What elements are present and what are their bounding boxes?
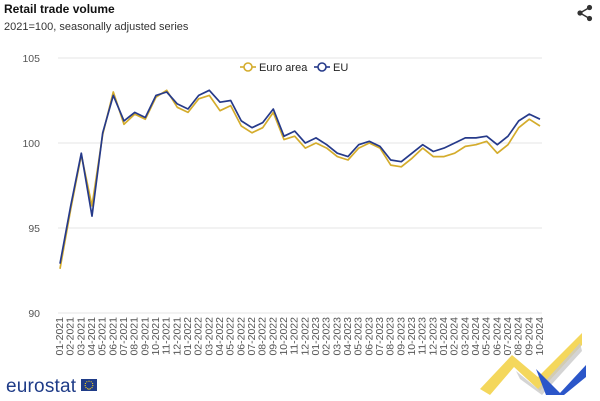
x-tick-label: 01-2022 bbox=[182, 317, 194, 356]
chart-subtitle: 2021=100, seasonally adjusted series bbox=[4, 21, 189, 33]
x-tick-label: 12-2021 bbox=[171, 317, 183, 356]
x-tick-label: 12-2022 bbox=[299, 317, 311, 356]
x-tick-label: 10-2022 bbox=[278, 317, 290, 356]
legend-label[interactable]: EU bbox=[333, 62, 348, 74]
x-tick-label: 09-2022 bbox=[267, 317, 279, 356]
x-tick-label: 03-2021 bbox=[75, 317, 87, 356]
x-tick-label: 04-2023 bbox=[342, 317, 354, 356]
series-lines bbox=[59, 89, 541, 269]
x-tick-label: 05-2022 bbox=[225, 317, 237, 356]
x-axis: 01-202102-202103-202104-202105-202106-20… bbox=[54, 317, 546, 356]
x-tick-label: 02-2021 bbox=[65, 317, 77, 356]
x-tick-label: 06-2024 bbox=[491, 317, 503, 356]
x-tick-label: 02-2023 bbox=[321, 317, 333, 356]
legend-marker[interactable] bbox=[317, 62, 327, 72]
x-tick-label: 04-2022 bbox=[214, 317, 226, 356]
x-tick-label: 11-2021 bbox=[161, 317, 173, 355]
x-tick-label: 07-2023 bbox=[374, 317, 386, 356]
x-tick-label: 08-2022 bbox=[257, 317, 269, 356]
x-tick-label: 06-2022 bbox=[235, 317, 247, 356]
x-tick-label: 07-2021 bbox=[118, 317, 130, 356]
x-tick-label: 07-2022 bbox=[246, 317, 258, 356]
legend-label[interactable]: Euro area bbox=[259, 62, 308, 74]
y-tick-label: 90 bbox=[28, 308, 40, 320]
x-tick-label: 06-2021 bbox=[107, 317, 119, 356]
x-tick-label: 03-2023 bbox=[331, 317, 343, 356]
legend[interactable]: Euro area EU bbox=[240, 62, 348, 74]
chart-title: Retail trade volume bbox=[4, 2, 115, 16]
y-axis: 90 95 100 105 bbox=[22, 53, 40, 320]
x-tick-label: 09-2021 bbox=[139, 317, 151, 356]
x-tick-label: 02-2022 bbox=[193, 317, 205, 356]
x-tick-label: 09-2024 bbox=[523, 317, 535, 356]
x-tick-label: 05-2021 bbox=[97, 317, 109, 356]
x-tick-label: 06-2023 bbox=[363, 317, 375, 356]
x-tick-label: 08-2024 bbox=[513, 317, 525, 356]
x-tick-label: 08-2023 bbox=[385, 317, 397, 356]
x-tick-label: 12-2023 bbox=[427, 317, 439, 356]
eurostat-swoosh-decoration bbox=[480, 333, 586, 395]
legend-marker[interactable] bbox=[243, 62, 253, 72]
series-line-eu[interactable] bbox=[59, 89, 541, 264]
x-tick-label: 10-2023 bbox=[406, 317, 418, 356]
x-tick-label: 01-2021 bbox=[54, 317, 66, 356]
share-icon[interactable] bbox=[576, 4, 594, 22]
x-tick-label: 09-2023 bbox=[395, 317, 407, 356]
gridlines bbox=[58, 57, 542, 314]
x-tick-label: 11-2023 bbox=[417, 317, 429, 355]
x-tick-label: 04-2021 bbox=[86, 317, 98, 356]
y-tick-label: 95 bbox=[28, 223, 40, 235]
x-tick-label: 05-2023 bbox=[353, 317, 365, 356]
y-tick-label: 105 bbox=[22, 53, 40, 65]
x-tick-label: 01-2024 bbox=[438, 317, 450, 356]
x-tick-label: 02-2024 bbox=[449, 317, 461, 356]
x-tick-label: 04-2024 bbox=[470, 317, 482, 356]
x-tick-label: 10-2021 bbox=[150, 317, 162, 356]
y-tick-label: 100 bbox=[22, 138, 40, 150]
eu-flag-icon bbox=[81, 379, 97, 391]
x-tick-label: 03-2022 bbox=[203, 317, 215, 356]
x-tick-label: 01-2023 bbox=[310, 317, 322, 356]
x-tick-label: 03-2024 bbox=[459, 317, 471, 356]
x-tick-label: 05-2024 bbox=[481, 317, 493, 356]
x-tick-label: 07-2024 bbox=[502, 317, 514, 356]
x-tick-label: 10-2024 bbox=[534, 317, 546, 356]
x-tick-label: 08-2021 bbox=[129, 317, 141, 356]
eurostat-logo: eurostat bbox=[6, 376, 77, 397]
x-tick-label: 11-2022 bbox=[289, 317, 301, 355]
series-line-euro-area[interactable] bbox=[59, 89, 541, 269]
